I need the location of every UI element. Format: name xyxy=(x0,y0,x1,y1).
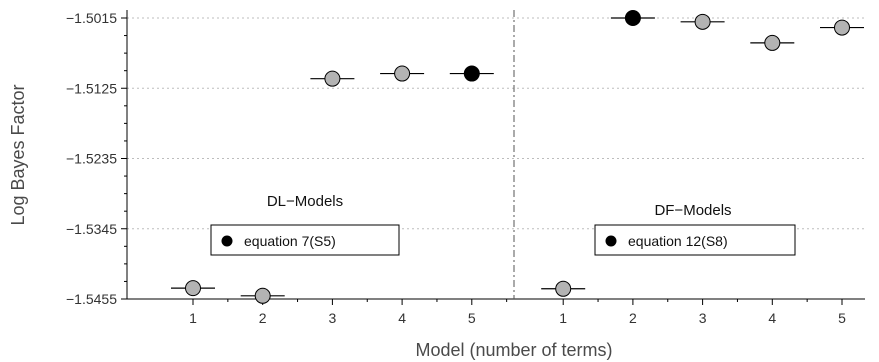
data-point xyxy=(186,281,201,296)
data-point xyxy=(395,66,410,81)
data-point xyxy=(255,288,270,303)
legend-label-df: equation 12(S8) xyxy=(628,233,728,249)
x-tick-label: 2 xyxy=(629,310,637,326)
data-points xyxy=(171,11,864,304)
grid-lines xyxy=(127,18,865,299)
data-point xyxy=(835,20,850,35)
y-axis-title: Log Bayes Factor xyxy=(8,84,28,225)
highlight-point xyxy=(625,11,640,26)
x-tick-label: 5 xyxy=(468,310,476,326)
highlight-point xyxy=(464,66,479,81)
y-tick-label: −1.5345 xyxy=(66,221,117,237)
data-point xyxy=(556,281,571,296)
x-tick-label: 4 xyxy=(398,310,406,326)
y-tick-label: −1.5125 xyxy=(66,80,117,96)
x-tick-label: 3 xyxy=(699,310,707,326)
x-axis-title: Model (number of terms) xyxy=(415,340,612,360)
x-tick-label: 5 xyxy=(838,310,846,326)
legend-label-dl: equation 7(S5) xyxy=(244,233,336,249)
x-tick-label: 1 xyxy=(189,310,197,326)
data-point xyxy=(695,14,710,29)
panel-title-dl: DL−Models xyxy=(267,193,343,210)
legend-marker-dl xyxy=(222,236,233,247)
y-tick-label: −1.5015 xyxy=(66,10,117,26)
x-tick-label: 1 xyxy=(559,310,567,326)
legend-dl: equation 7(S5) xyxy=(211,225,399,255)
x-tick-label: 4 xyxy=(768,310,776,326)
y-axis: −1.5015 −1.5125 −1.5235 −1.5345 −1.5455 xyxy=(66,10,127,307)
legend-df: equation 12(S8) xyxy=(595,225,795,255)
x-axis: 1 2 3 4 5 1 2 3 4 5 xyxy=(127,299,865,326)
x-tick-label: 2 xyxy=(259,310,267,326)
legend-marker-df xyxy=(606,236,617,247)
x-tick-label: 3 xyxy=(329,310,337,326)
y-tick-label: −1.5235 xyxy=(66,151,117,167)
panel-title-df: DF−Models xyxy=(654,202,731,219)
y-tick-label: −1.5455 xyxy=(66,291,117,307)
data-point xyxy=(325,71,340,86)
data-point xyxy=(765,35,780,50)
